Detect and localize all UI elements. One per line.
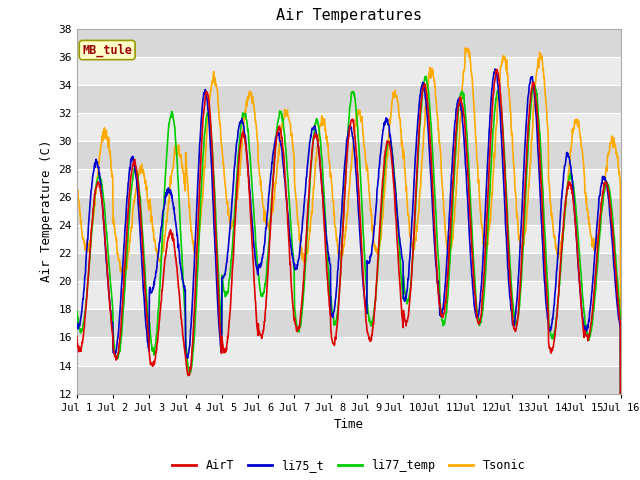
Bar [77, 337, 621, 366]
Bar [77, 197, 621, 225]
Bar [77, 29, 621, 57]
Bar [77, 85, 621, 113]
Bar [77, 141, 621, 169]
Bar [77, 113, 621, 141]
Legend: AirT, li75_t, li77_temp, Tsonic: AirT, li75_t, li77_temp, Tsonic [168, 454, 530, 477]
Bar [77, 57, 621, 85]
Title: Air Temperatures: Air Temperatures [276, 9, 422, 24]
Bar [77, 169, 621, 197]
Bar [77, 310, 621, 337]
Bar [77, 253, 621, 281]
Text: MB_tule: MB_tule [82, 43, 132, 57]
X-axis label: Time: Time [334, 418, 364, 431]
Bar [77, 281, 621, 310]
Bar [77, 225, 621, 253]
Bar [77, 366, 621, 394]
Y-axis label: Air Temperature (C): Air Temperature (C) [40, 140, 53, 282]
